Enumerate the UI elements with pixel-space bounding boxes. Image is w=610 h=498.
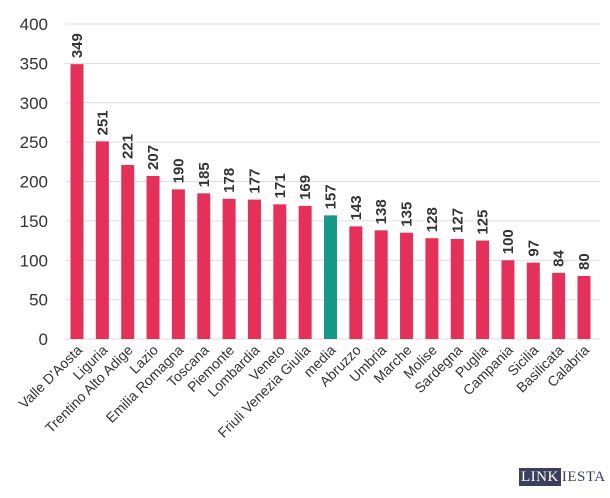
bar-toscana [197, 193, 211, 339]
bar-lombardia [247, 199, 261, 339]
logo-part1: LINK [519, 468, 561, 486]
bar-umbria [374, 230, 388, 339]
data-label: 207 [145, 145, 162, 170]
y-tick-label: 0 [39, 330, 48, 349]
data-label: 190 [170, 158, 187, 183]
bar-basilicata [552, 272, 566, 339]
y-tick-label: 400 [20, 15, 48, 34]
y-tick-label: 150 [20, 212, 48, 231]
data-label: 97 [525, 240, 542, 257]
y-tick-label: 250 [20, 133, 48, 152]
data-label: 84 [551, 250, 568, 267]
data-label: 177 [246, 169, 263, 194]
data-label: 185 [196, 162, 213, 187]
bar-emilia-romagna [171, 189, 185, 339]
bar-abruzzo [349, 226, 363, 339]
bar-sicilia [526, 262, 540, 339]
data-label: 349 [69, 33, 86, 58]
data-label: 80 [576, 253, 593, 270]
linkiesta-logo: LINK IESTA [519, 468, 606, 486]
bar-valle-d-aosta [70, 64, 84, 339]
bar-piemonte [222, 198, 236, 339]
data-label: 157 [323, 184, 340, 209]
bar-molise [425, 238, 439, 339]
bar-trentino-alto-adige [121, 164, 135, 339]
data-label: 128 [424, 207, 441, 232]
bar-lazio [146, 175, 160, 339]
y-tick-label: 350 [20, 54, 48, 73]
data-label: 251 [94, 110, 111, 135]
data-label: 127 [449, 208, 466, 233]
y-tick-label: 50 [29, 291, 48, 310]
bar-liguria [95, 141, 109, 339]
bar-sardegna [450, 238, 464, 339]
data-label: 169 [297, 175, 314, 200]
logo-part2: IESTA [561, 468, 606, 485]
data-label: 138 [373, 199, 390, 224]
data-label: 221 [120, 134, 137, 159]
y-tick-label: 300 [20, 94, 48, 113]
data-label: 135 [399, 202, 416, 227]
bar-veneto [273, 204, 287, 339]
data-label: 171 [272, 173, 289, 198]
y-tick-label: 200 [20, 173, 48, 192]
data-label: 100 [500, 229, 517, 254]
data-label: 143 [348, 195, 365, 220]
bar-media [324, 215, 337, 339]
y-tick-label: 100 [20, 251, 48, 270]
bar-campania [501, 260, 515, 339]
bar-friuli-venezia-giulia [298, 205, 312, 339]
bar-puglia [476, 240, 490, 339]
data-label: 178 [221, 168, 238, 193]
bar-marche [400, 232, 414, 339]
data-label: 125 [475, 210, 492, 235]
bar-calabria [577, 276, 591, 339]
